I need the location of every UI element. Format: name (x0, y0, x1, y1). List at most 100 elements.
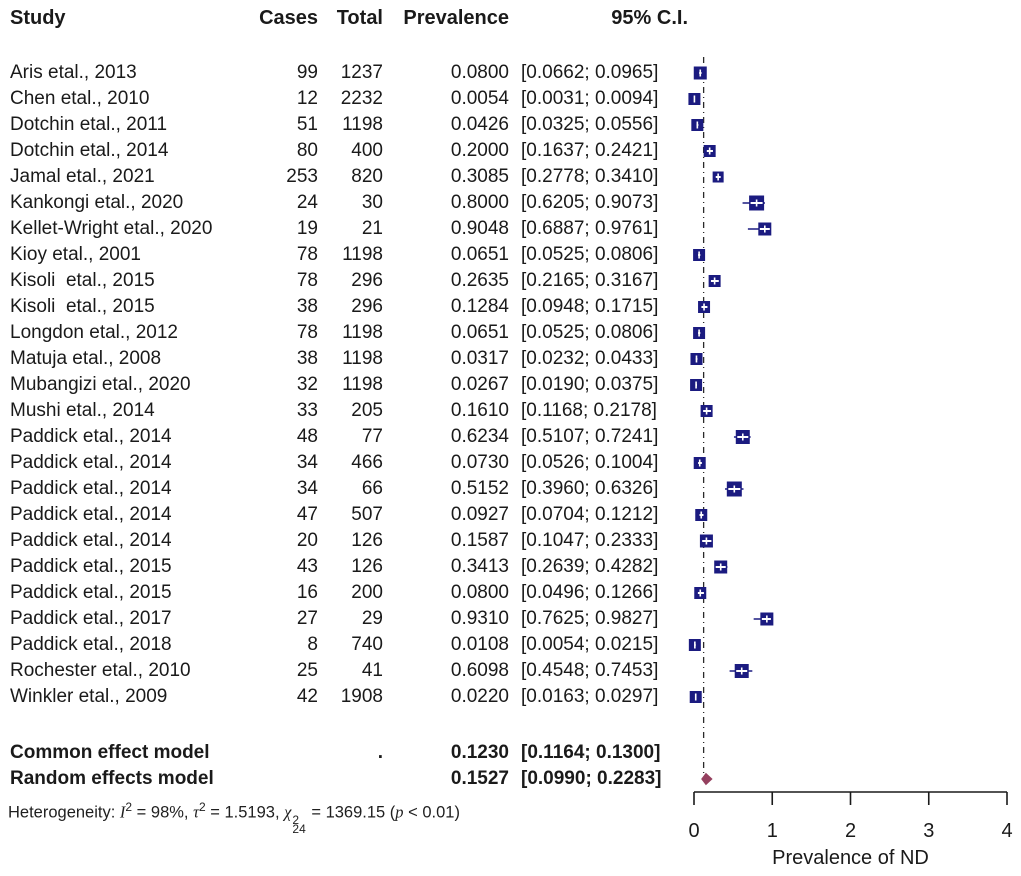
study-row: Kellet-Wright etal., 2020 19 21 0.9048 [… (10, 216, 688, 242)
effect-square (749, 195, 765, 211)
ci-inner-line (715, 176, 721, 178)
prevalence-value: 0.6098 (450, 660, 509, 681)
ci-value: [0.5107; 0.7241] (521, 426, 659, 447)
study-name: Random effects model (10, 768, 214, 789)
chi-squared-value: = 1369.15 ( (306, 803, 396, 822)
estimate-tick (703, 303, 705, 311)
total-value: 41 (361, 660, 383, 681)
ci-inner-line (715, 566, 726, 568)
ci-value: [0.2778; 0.3410] (521, 166, 659, 187)
prevalence-value: 0.0651 (450, 322, 509, 343)
total-value: 820 (351, 166, 383, 187)
estimate-tick (699, 69, 702, 77)
effect-square (693, 249, 706, 261)
prevalence-value: 0.0800 (450, 582, 509, 603)
prevalence-value: 0.0800 (450, 62, 509, 83)
cases-value: 99 (296, 62, 318, 83)
estimate-tick (694, 693, 697, 701)
study-name: Aris etal., 2013 (10, 62, 137, 83)
ci-value: [0.0163; 0.0297] (521, 686, 659, 707)
cases-value: 27 (296, 608, 318, 629)
estimate-tick (696, 121, 699, 129)
study-name: Paddick etal., 2014 (10, 426, 172, 447)
total-value: 200 (351, 582, 383, 603)
effect-square (693, 457, 706, 469)
estimate-tick (766, 615, 768, 623)
total-value: 466 (351, 452, 383, 473)
total-value: 205 (351, 400, 383, 421)
prevalence-value: 0.0730 (450, 452, 509, 473)
prevalence-value: 0.9048 (450, 218, 509, 239)
estimate-tick (699, 589, 702, 597)
summary-row: Common effect model . 0.1230 [0.1164; 0.… (10, 740, 688, 766)
ci-inner-line (695, 384, 697, 386)
ci-value: [0.1637; 0.2421] (521, 140, 659, 161)
estimate-tick (740, 667, 743, 675)
study-row: Kankongi etal., 2020 24 30 0.8000 [0.620… (10, 190, 688, 216)
cases-value: 8 (307, 634, 318, 655)
col-header-total: Total (336, 7, 383, 29)
summary-diamond (701, 772, 713, 786)
ci-value: [0.0232; 0.0433] (521, 348, 659, 369)
x-axis-title: Prevalence of ND (772, 847, 929, 869)
ci-value: [0.1168; 0.2178] (521, 400, 657, 421)
study-name: Kisoli etal., 2015 (10, 270, 155, 291)
estimate-tick (698, 459, 701, 467)
prevalence-value: 0.5152 (450, 478, 509, 499)
cases-value: 24 (296, 192, 318, 213)
effect-square (693, 66, 707, 80)
total-value: 1198 (342, 244, 383, 265)
effect-square (734, 664, 749, 678)
ci-value: [0.0054; 0.0215] (521, 634, 659, 655)
ci-inner-line (698, 332, 701, 334)
study-name: Longdon etal., 2012 (10, 322, 178, 343)
total-value: 507 (351, 504, 383, 525)
ci-value: [0.0525; 0.0806] (521, 244, 659, 265)
prevalence-value: 0.3413 (450, 556, 509, 577)
study-name: Matuja etal., 2008 (10, 348, 162, 369)
cases-value: 78 (296, 270, 318, 291)
ci-value: [0.0704; 0.1212] (521, 504, 659, 525)
prevalence-value: 0.2000 (450, 140, 509, 161)
cases-value: 42 (296, 686, 318, 707)
cases-value: 38 (296, 296, 318, 317)
estimate-tick (700, 511, 703, 519)
study-row: Paddick etal., 2015 43 126 0.3413 [0.263… (10, 554, 688, 580)
cases-value: 48 (296, 426, 318, 447)
ci-value: [0.6205; 0.9073] (521, 192, 659, 213)
p-value: < 0.01) (403, 803, 460, 822)
study-row: Paddick etal., 2014 34 466 0.0730 [0.052… (10, 450, 688, 476)
estimate-tick (717, 173, 719, 181)
study-name: Paddick etal., 2014 (10, 530, 172, 551)
effect-square (698, 301, 711, 313)
effect-square (714, 560, 728, 574)
study-row: Paddick etal., 2014 48 77 0.6234 [0.5107… (10, 424, 688, 450)
study-name: Paddick etal., 2017 (10, 608, 172, 629)
ci-inner-line (710, 280, 719, 282)
i-squared-symbol: I (119, 802, 126, 822)
study-name: Rochester etal., 2010 (10, 660, 191, 681)
study-row: Kisoli etal., 2015 38 296 0.1284 [0.0948… (10, 294, 688, 320)
ci-value: [0.0496; 0.1266] (521, 582, 659, 603)
study-name: Paddick etal., 2015 (10, 556, 172, 577)
study-row: Mubangizi etal., 2020 32 1198 0.0267 [0.… (10, 372, 688, 398)
study-row: Kisoli etal., 2015 78 296 0.2635 [0.2165… (10, 268, 688, 294)
estimate-tick (733, 485, 736, 493)
total-value: 126 (351, 556, 383, 577)
cases-value: 33 (296, 400, 318, 421)
chi-squared-exp: 2 (292, 812, 300, 827)
cases-value: 43 (296, 556, 318, 577)
x-axis-tick-label: 2 (845, 820, 856, 842)
table-header: Study Cases Total Prevalence 95% C.I. (10, 5, 688, 31)
effect-square (690, 353, 703, 365)
ci-value: [0.0526; 0.1004] (521, 452, 659, 473)
ci-value: [0.7625; 0.9827] (521, 608, 659, 629)
total-value: 296 (351, 270, 383, 291)
cases-value: 78 (296, 244, 318, 265)
effect-square (694, 587, 707, 599)
tau-squared-symbol: τ (193, 802, 199, 822)
cases-value: 34 (296, 452, 318, 473)
summary-row: Random effects model 0.1527 [0.0990; 0.2… (10, 766, 688, 792)
study-row: Paddick etal., 2014 20 126 0.1587 [0.104… (10, 528, 688, 554)
